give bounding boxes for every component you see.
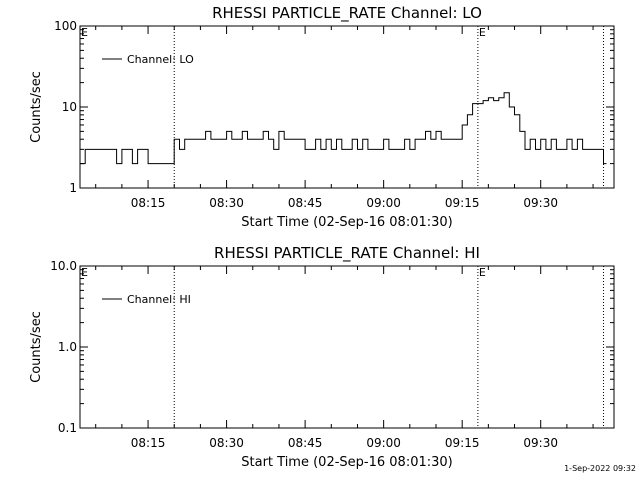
panel-1-x-tick-label: 09:15 bbox=[445, 196, 480, 210]
panel-1-series-line bbox=[80, 92, 607, 165]
panel-1-x-tick-label: 08:15 bbox=[131, 196, 166, 210]
panel-1-x-tick-label: 08:45 bbox=[288, 196, 323, 210]
panel-2-x-tick-label: 09:30 bbox=[523, 436, 558, 450]
panel-1-x-tick-label: 09:00 bbox=[366, 196, 401, 210]
panel-2-x-tick-label: 08:45 bbox=[288, 436, 323, 450]
panel-1-x-tick-label: 09:30 bbox=[523, 196, 558, 210]
panel-2-event-marker-label: E bbox=[479, 266, 486, 279]
panel-1-event-marker-label: E bbox=[81, 26, 88, 39]
panel-2-y-tick-label: 10.0 bbox=[50, 259, 77, 273]
panel-1-y-tick-label: 1 bbox=[69, 181, 77, 195]
panel-2-y-tick-label: 0.1 bbox=[58, 421, 77, 435]
panel-2-x-tick-label: 08:30 bbox=[209, 436, 244, 450]
panel-2-y-axis-label: Counts/sec bbox=[29, 311, 44, 383]
panel-2-plot-frame bbox=[79, 265, 615, 429]
panel-1-legend-label: Channel: LO bbox=[127, 53, 194, 66]
panel-2-x-tick-label: 09:15 bbox=[445, 436, 480, 450]
panel-2-x-tick-label: 08:15 bbox=[131, 436, 166, 450]
panel-1-y-tick-label: 100 bbox=[54, 19, 77, 33]
panel-2-title: RHESSI PARTICLE_RATE Channel: HI bbox=[214, 244, 480, 263]
panel-1-event-marker-label: E bbox=[479, 26, 486, 39]
panel-1-x-axis-label: Start Time (02-Sep-16 08:01:30) bbox=[241, 215, 452, 230]
panel-2-legend-label: Channel: HI bbox=[127, 293, 191, 306]
panel-2-event-marker-label: E bbox=[81, 266, 88, 279]
panel-1-title: RHESSI PARTICLE_RATE Channel: LO bbox=[212, 4, 482, 23]
panel-1-y-axis-label: Counts/sec bbox=[29, 71, 44, 143]
panel-2-x-tick-label: 09:00 bbox=[366, 436, 401, 450]
panel-1-y-tick-label: 10 bbox=[62, 100, 77, 114]
panel-2-y-tick-label: 1.0 bbox=[58, 340, 77, 354]
footer-timestamp: 1-Sep-2022 09:32 bbox=[564, 464, 636, 473]
panel-2-x-axis-label: Start Time (02-Sep-16 08:01:30) bbox=[241, 455, 452, 470]
panel-1-x-tick-label: 08:30 bbox=[209, 196, 244, 210]
